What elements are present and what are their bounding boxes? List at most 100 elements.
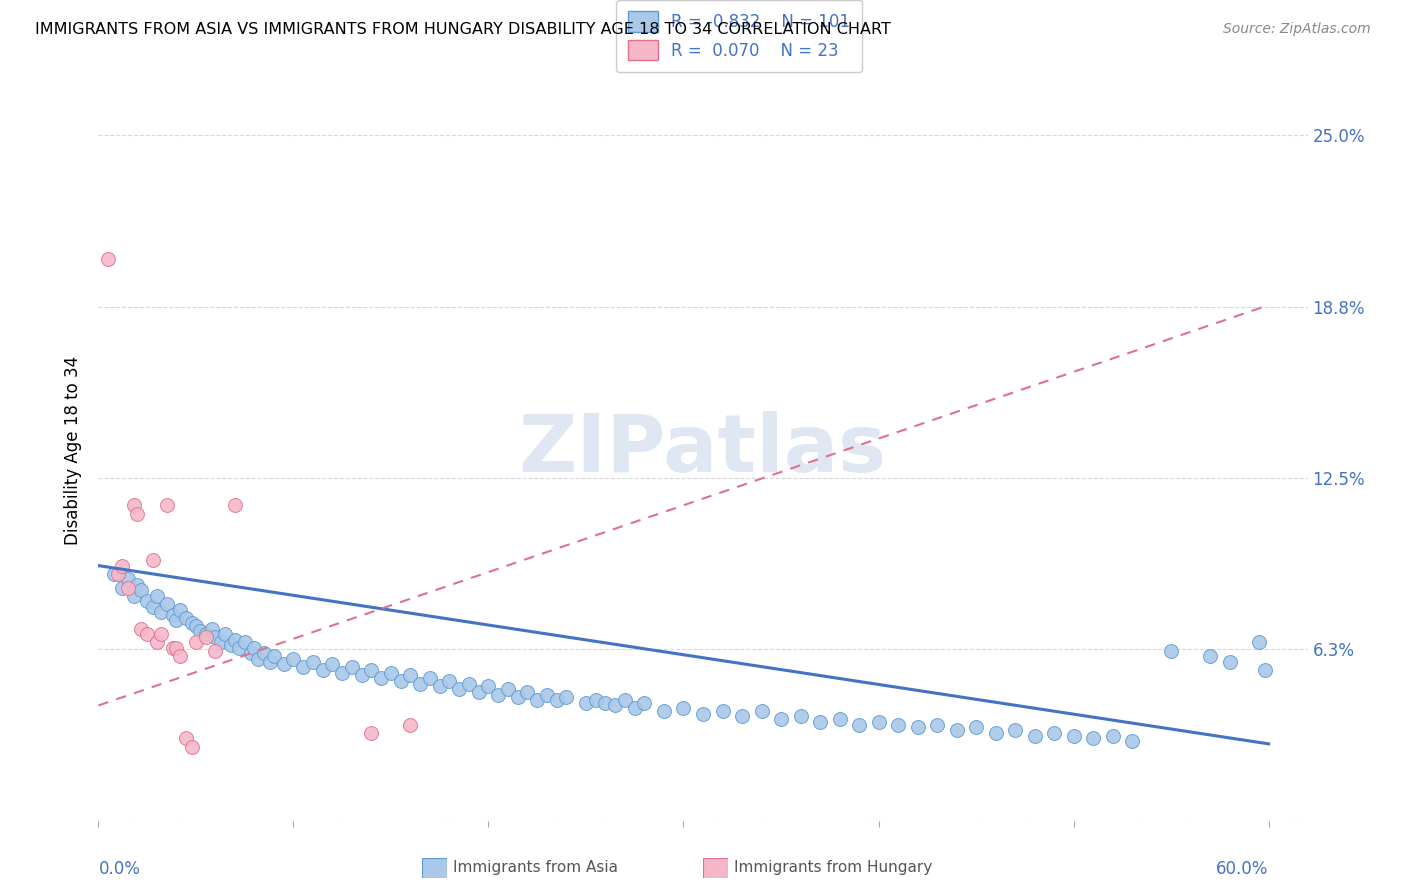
Point (283, 652, 305, 666)
Point (117, 572, 139, 586)
Point (174, 611, 197, 625)
Point (169, 649, 191, 664)
Point (162, 640, 184, 655)
Point (419, 671, 441, 685)
Point (945, 723, 967, 738)
Point (184, 635, 207, 649)
Point (224, 498, 246, 512)
Point (380, 665, 402, 680)
Point (828, 712, 851, 726)
Text: 0.0%: 0.0% (98, 860, 141, 878)
Text: Immigrants from Hungary: Immigrants from Hungary (734, 861, 932, 875)
Point (321, 657, 343, 672)
Point (1121, 734, 1143, 748)
Point (575, 696, 598, 710)
Point (692, 706, 714, 721)
Point (907, 720, 929, 734)
Point (399, 668, 422, 682)
Point (107, 566, 129, 581)
Point (711, 704, 734, 718)
Point (672, 701, 695, 715)
Point (965, 720, 987, 734)
Point (731, 709, 754, 723)
Point (868, 714, 890, 729)
Point (302, 655, 325, 669)
Point (1024, 729, 1046, 743)
Point (340, 660, 363, 674)
Point (652, 704, 675, 718)
Point (1101, 729, 1123, 743)
Point (506, 690, 529, 705)
Point (848, 717, 870, 731)
Point (467, 685, 489, 699)
Text: Source: ZipAtlas.com: Source: ZipAtlas.com (1223, 22, 1371, 37)
Point (146, 589, 169, 603)
Point (204, 643, 226, 657)
Point (399, 717, 422, 731)
Point (605, 698, 627, 713)
Point (751, 704, 773, 718)
Point (149, 605, 172, 619)
Point (204, 630, 226, 644)
Point (555, 690, 578, 705)
Point (1081, 731, 1104, 746)
Point (1063, 729, 1085, 743)
Point (1004, 723, 1026, 738)
Y-axis label: Disability Age 18 to 34: Disability Age 18 to 34 (65, 356, 83, 545)
Point (181, 616, 204, 631)
Point (136, 594, 159, 608)
Text: Immigrants from Asia: Immigrants from Asia (453, 861, 617, 875)
Point (1160, 643, 1182, 657)
Point (219, 638, 242, 652)
Point (131, 583, 153, 598)
Point (409, 676, 432, 690)
Point (984, 726, 1007, 740)
Text: 60.0%: 60.0% (1216, 860, 1268, 878)
Point (633, 696, 655, 710)
Point (595, 696, 617, 710)
Point (585, 693, 607, 707)
Point (136, 627, 159, 641)
Point (209, 635, 232, 649)
Point (536, 688, 558, 702)
Point (925, 717, 948, 731)
Point (111, 581, 134, 595)
Point (214, 627, 236, 641)
Point (247, 652, 270, 666)
Point (97, 252, 120, 266)
Point (526, 693, 548, 707)
Point (243, 640, 266, 655)
Point (224, 632, 246, 647)
Point (623, 701, 645, 715)
Point (458, 676, 481, 690)
Point (614, 693, 637, 707)
Point (1043, 726, 1066, 740)
Legend: R = -0.832    N = 101, R =  0.070    N = 23: R = -0.832 N = 101, R = 0.070 N = 23 (616, 0, 862, 72)
Point (174, 731, 197, 746)
Text: IMMIGRANTS FROM ASIA VS IMMIGRANTS FROM HUNGARY DISABILITY AGE 18 TO 34 CORRELAT: IMMIGRANTS FROM ASIA VS IMMIGRANTS FROM … (35, 22, 891, 37)
Point (769, 712, 792, 726)
Point (184, 619, 207, 633)
Point (477, 679, 499, 693)
Point (200, 622, 222, 636)
Point (169, 602, 191, 616)
Point (188, 624, 211, 639)
Point (127, 578, 149, 592)
Point (122, 589, 145, 603)
Point (496, 681, 519, 696)
Point (149, 627, 172, 641)
Point (370, 671, 392, 685)
Point (233, 635, 256, 649)
Point (486, 688, 509, 702)
Point (253, 646, 276, 660)
Point (546, 693, 568, 707)
Point (360, 663, 382, 677)
Point (131, 622, 153, 636)
Point (259, 655, 281, 669)
Point (103, 566, 125, 581)
Point (330, 665, 353, 680)
Point (1199, 649, 1222, 664)
Point (360, 726, 382, 740)
Point (789, 709, 811, 723)
Point (263, 649, 285, 664)
